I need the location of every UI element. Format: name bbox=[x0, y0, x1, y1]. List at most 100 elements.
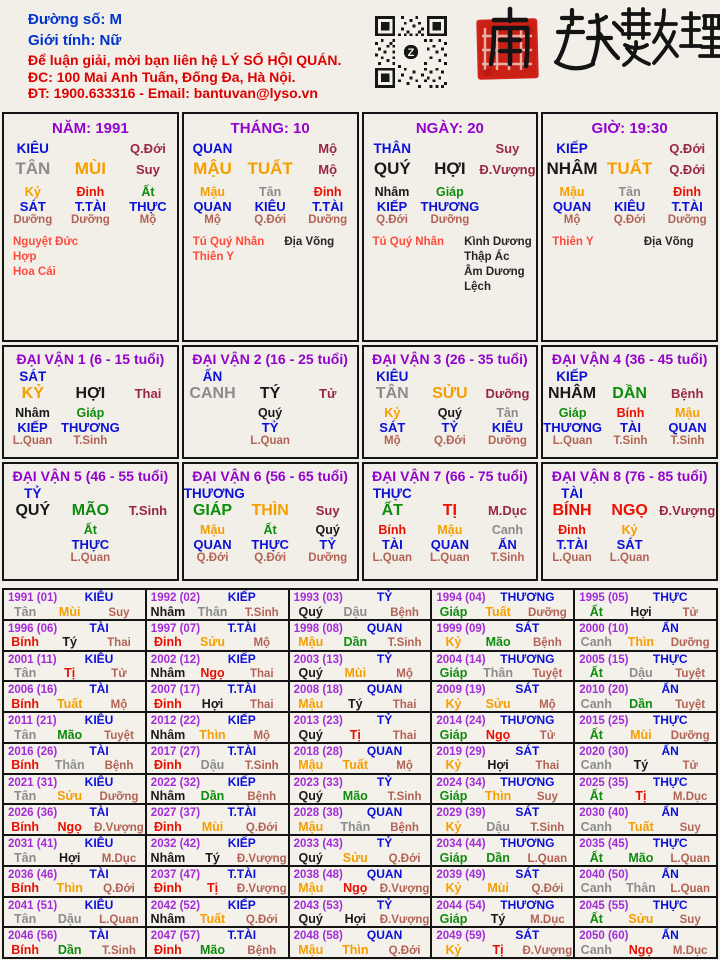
year-chi: Tị bbox=[492, 942, 504, 957]
year-label: 1999 (09) bbox=[436, 622, 486, 635]
year-god: TÀI bbox=[89, 743, 109, 758]
year-label: 2043 (53) bbox=[293, 899, 343, 912]
year-chi: Hợi bbox=[59, 850, 81, 865]
hidden-stem-1: Mậu QUAN Mộ bbox=[552, 185, 592, 226]
auspicious-stars: Thiên Y bbox=[552, 236, 594, 248]
hidden-stem-1: Giáp THƯƠNG L.Quan bbox=[543, 406, 602, 447]
year-can: Canh bbox=[580, 635, 612, 650]
year-god: QUAN bbox=[366, 743, 403, 758]
year-god: KIẾP bbox=[227, 590, 256, 604]
year-can: Canh bbox=[580, 758, 612, 773]
year-label: 2025 (35) bbox=[579, 776, 629, 789]
contact-info: Để luận giải, mời bạn liên hệ LÝ SỐ HỘI … bbox=[28, 52, 342, 101]
year-can: Nhâm bbox=[150, 727, 186, 742]
year-can: Kỷ bbox=[445, 635, 462, 650]
inauspicious-stars bbox=[105, 235, 174, 280]
year-god: THỰC bbox=[652, 836, 688, 850]
year-label: 2010 (20) bbox=[579, 684, 629, 697]
year-stage: Bệnh bbox=[532, 637, 562, 650]
year-stage: Q.Đới bbox=[388, 944, 421, 957]
year-stage: T.Sinh bbox=[244, 760, 279, 773]
year-chi: Thìn bbox=[56, 881, 83, 896]
hidden-stem-3: Ất THỰC Mộ bbox=[129, 185, 167, 226]
year-cell: 2039 (49) SÁT Kỷ Mùi Q.Đới bbox=[432, 866, 574, 896]
year-cell: 2021 (31) KIÊU Tân Sửu Dưỡng bbox=[4, 774, 145, 804]
year-chi: Mùi bbox=[58, 604, 81, 619]
year-label: 2029 (39) bbox=[436, 807, 486, 820]
year-stage: M.Dục bbox=[101, 852, 137, 865]
year-label: 2030 (40) bbox=[579, 807, 629, 820]
year-chi: Ngọ bbox=[485, 727, 511, 742]
year-cell: 2033 (43) TỶ Quý Sửu Q.Đới bbox=[289, 836, 431, 865]
year-stage: Dưỡng bbox=[670, 729, 710, 742]
year-label: 2024 (34) bbox=[436, 776, 486, 789]
year-god: QUAN bbox=[366, 866, 403, 881]
year-chi: Tuất bbox=[485, 604, 511, 619]
year-stage: Đ.Vượng bbox=[522, 944, 573, 957]
year-cell: 2035 (45) THỰC Ất Mão L.Quan bbox=[575, 836, 716, 865]
year-stage: Tuyệt bbox=[675, 668, 706, 680]
year-cell: 2012 (22) KIẾP Nhâm Thìn Mộ bbox=[146, 713, 288, 742]
year-god: THỰC bbox=[652, 897, 688, 912]
hidden-stem-2: Kỷ SÁT L.Quan bbox=[609, 523, 650, 564]
year-chi: Dậu bbox=[486, 819, 510, 834]
year-cell: 2019 (29) SÁT Kỷ Hợi Thai bbox=[432, 743, 574, 773]
year-god: TÀI bbox=[89, 682, 109, 697]
hidden-stem-2: Ất THỰC Q.Đới bbox=[251, 523, 289, 564]
year-stage: Bệnh bbox=[247, 944, 277, 957]
year-stage: Bệnh bbox=[247, 791, 277, 803]
year-chi: Tuất bbox=[342, 758, 369, 773]
year-chi: Sửu bbox=[628, 912, 654, 926]
year-chi: Tý bbox=[205, 850, 220, 865]
daivan-can: BÍNH bbox=[552, 502, 592, 519]
year-label: 2011 (21) bbox=[8, 715, 57, 727]
year-can: Tân bbox=[14, 912, 37, 926]
year-chi: Tý bbox=[633, 758, 649, 773]
pillar-stage: Mộ bbox=[318, 162, 338, 177]
daivan-box: ĐẠI VẬN 8 (76 - 85 tuổi) TÀI BÍNH NGỌ Đ.… bbox=[541, 462, 718, 581]
year-cell: 2043 (53) TỶ Quý Hợi Đ.Vượng bbox=[289, 897, 431, 927]
hidden-stem-1: Kỷ SÁT Mộ bbox=[379, 406, 406, 447]
year-label: 2002 (12) bbox=[150, 653, 201, 666]
year-cell: 2023 (33) TỶ Quý Mão T.Sinh bbox=[289, 774, 431, 804]
year-label: 1992 (02) bbox=[150, 592, 201, 604]
hidden-stem-3: Tân KIÊU Dưỡng bbox=[488, 406, 527, 447]
year-chi: Mão bbox=[628, 850, 654, 865]
year-cell: 2050 (60) ẤN Canh Ngọ M.Dục bbox=[575, 928, 716, 957]
pillar-stage-top: Suy bbox=[495, 141, 520, 156]
pillar-stage-top: Q.Đới bbox=[669, 141, 706, 156]
year-stage: M.Dục bbox=[672, 944, 708, 957]
year-label: 1998 (08) bbox=[293, 622, 343, 635]
year-can: Kỷ bbox=[445, 696, 462, 711]
daivan-stage: T.Sinh bbox=[128, 503, 168, 518]
year-chi: Tý bbox=[347, 696, 363, 711]
year-can: Ất bbox=[589, 604, 603, 619]
year-chi: Dậu bbox=[200, 758, 225, 773]
year-cell: 2032 (42) KIẾP Nhâm Tý Đ.Vượng bbox=[146, 836, 288, 865]
year-stage: Mộ bbox=[110, 698, 128, 711]
year-god: THỰC bbox=[652, 713, 688, 727]
pillar-title: GIỜ: 19:30 bbox=[591, 120, 668, 137]
year-can: Quý bbox=[298, 666, 323, 680]
hidden-stem-1: Mậu QUAN Mộ bbox=[193, 185, 232, 226]
year-cell: 2002 (12) KIẾP Nhâm Ngọ Thai bbox=[146, 651, 288, 681]
year-cell: 2042 (52) KIẾP Nhâm Tuất Q.Đới bbox=[146, 897, 288, 927]
year-can: Canh bbox=[580, 696, 612, 711]
daivan-chi: TỊ bbox=[442, 502, 457, 519]
year-label: 2009 (19) bbox=[436, 684, 486, 697]
year-stage: Thai bbox=[249, 698, 274, 711]
year-stage: Thai bbox=[107, 637, 131, 650]
year-label: 2033 (43) bbox=[293, 838, 343, 850]
year-god: QUAN bbox=[366, 928, 403, 943]
year-cell: 2027 (37) T.TÀI Đinh Mùi Q.Đới bbox=[146, 805, 288, 834]
year-chi: Ngọ bbox=[343, 881, 368, 896]
year-chi: Ngọ bbox=[200, 666, 225, 680]
year-god: SÁT bbox=[515, 928, 540, 943]
year-label: 2049 (59) bbox=[436, 930, 486, 943]
year-can: Giáp bbox=[439, 727, 468, 742]
year-cell: 2017 (27) T.TÀI Đinh Dậu T.Sinh bbox=[146, 743, 288, 773]
year-can: Tân bbox=[14, 727, 37, 742]
year-god: T.TÀI bbox=[227, 682, 257, 697]
pillar-box: NGÀY: 20 THÂN Suy QUÝ HỢI Đ.Vượng Nhâm K… bbox=[361, 112, 539, 342]
year-god: ẤN bbox=[661, 620, 679, 635]
